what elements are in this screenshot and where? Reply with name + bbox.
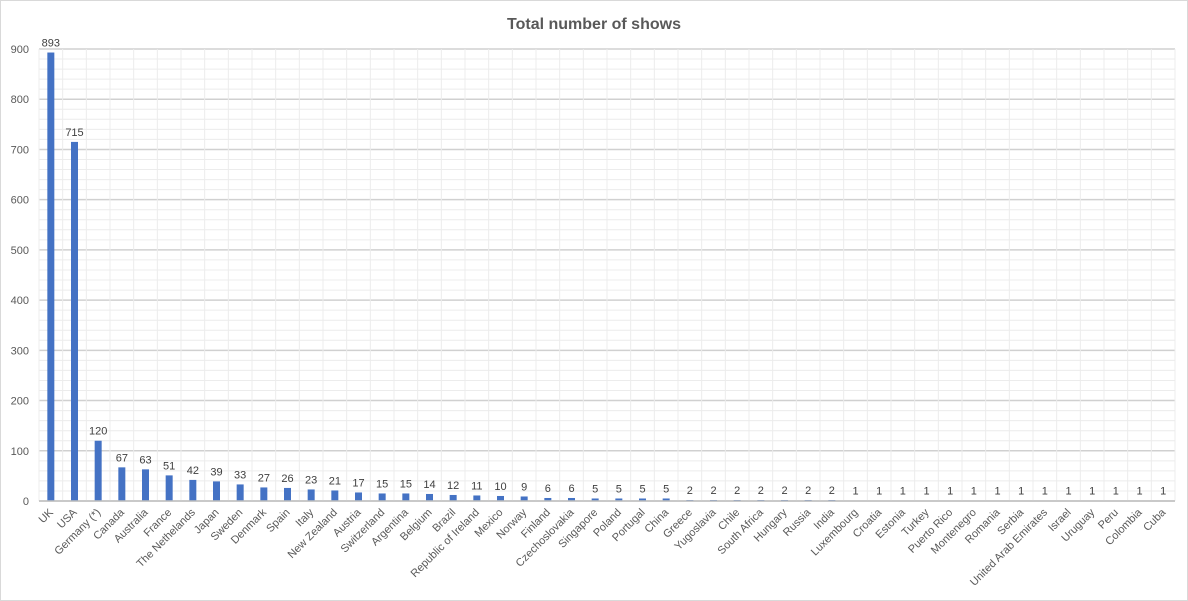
y-tick-label: 500 — [11, 245, 29, 257]
y-tick-label: 800 — [11, 94, 29, 106]
data-label: 5 — [616, 483, 622, 495]
data-label: 21 — [329, 475, 341, 487]
bar — [355, 492, 362, 501]
data-label: 10 — [494, 481, 506, 493]
data-label: 2 — [710, 485, 716, 497]
data-label: 51 — [163, 460, 175, 472]
bar — [426, 493, 433, 501]
bar — [189, 479, 197, 501]
y-tick-label: 400 — [11, 295, 29, 307]
bar — [94, 440, 102, 501]
bar — [568, 497, 575, 501]
bar — [449, 494, 457, 501]
data-label: 1 — [900, 485, 906, 497]
y-tick-label: 700 — [11, 144, 29, 156]
bar — [378, 493, 386, 501]
data-label: 33 — [234, 469, 246, 481]
data-label: 120 — [89, 426, 107, 438]
x-tick-label: Spain — [264, 507, 292, 535]
data-label: 9 — [521, 481, 527, 493]
data-label: 2 — [758, 485, 764, 497]
bar — [165, 475, 173, 501]
data-label: 893 — [42, 38, 60, 50]
bars — [47, 52, 1167, 502]
data-label: 15 — [376, 478, 388, 490]
data-label: 15 — [400, 478, 412, 490]
data-label: 2 — [734, 485, 740, 497]
data-label: 2 — [687, 485, 693, 497]
bar — [236, 484, 244, 501]
data-label: 14 — [423, 479, 435, 491]
gridlines — [38, 48, 1176, 502]
y-tick-label: 900 — [11, 44, 29, 56]
data-label: 715 — [65, 127, 83, 139]
data-label: 1 — [1042, 485, 1048, 497]
bar — [307, 489, 315, 501]
bar — [260, 487, 268, 501]
data-label: 2 — [829, 485, 835, 497]
data-label: 1 — [1065, 485, 1071, 497]
data-label: 5 — [639, 483, 645, 495]
bar — [213, 481, 220, 501]
data-label: 17 — [352, 477, 364, 489]
y-tick-label: 100 — [11, 446, 29, 458]
bar — [402, 493, 410, 501]
bar — [520, 496, 528, 501]
bar — [662, 498, 670, 501]
data-label: 5 — [663, 483, 669, 495]
data-label: 23 — [305, 474, 317, 486]
bar — [71, 141, 78, 501]
bar — [118, 467, 126, 501]
y-tick-label: 600 — [11, 195, 29, 207]
data-label: 27 — [258, 472, 270, 484]
data-label: 63 — [139, 454, 151, 466]
data-label: 39 — [210, 466, 222, 478]
bar — [639, 498, 646, 501]
bar — [473, 495, 481, 501]
data-label: 11 — [471, 480, 482, 492]
data-label: 1 — [1113, 485, 1119, 497]
bar — [142, 469, 149, 501]
bar — [615, 498, 623, 501]
data-label: 1 — [1160, 485, 1166, 497]
bar — [331, 490, 339, 501]
data-label: 1 — [1136, 485, 1142, 497]
x-tick-label: Cuba — [1141, 506, 1169, 534]
y-axis-ticks: 0 100 200 300 400 500 600 700 800 900 — [11, 44, 29, 508]
bar — [544, 497, 552, 501]
data-label: 67 — [116, 452, 128, 464]
bar — [284, 487, 291, 501]
bar — [47, 52, 55, 501]
y-tick-label: 300 — [11, 345, 29, 357]
data-label: 1 — [923, 485, 929, 497]
bar — [591, 498, 599, 501]
chart-title: Total number of shows — [507, 16, 681, 33]
data-label: 1 — [947, 485, 953, 497]
data-label: 6 — [568, 483, 574, 495]
data-label: 42 — [187, 465, 199, 477]
data-label: 2 — [805, 485, 811, 497]
data-label: 5 — [592, 483, 598, 495]
data-label: 1 — [994, 485, 1000, 497]
data-label: 1 — [1018, 485, 1024, 497]
data-label: 1 — [876, 485, 882, 497]
data-label: 2 — [781, 485, 787, 497]
y-tick-label: 0 — [23, 496, 29, 508]
data-label: 12 — [447, 480, 459, 492]
data-label: 1 — [852, 485, 858, 497]
x-tick-label: Russia — [781, 506, 814, 539]
x-tick-label: UK — [37, 506, 57, 526]
bar — [497, 495, 504, 501]
data-label: 1 — [1089, 485, 1095, 497]
data-label: 26 — [281, 473, 293, 485]
y-tick-label: 200 — [11, 396, 29, 408]
data-label: 6 — [545, 483, 551, 495]
data-label: 1 — [971, 485, 977, 497]
